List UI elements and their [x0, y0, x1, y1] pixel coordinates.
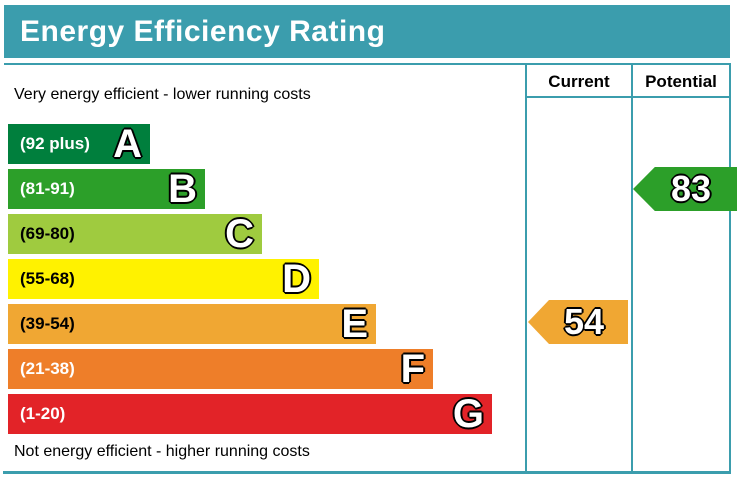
caption-very-efficient: Very energy efficient - lower running co…	[14, 86, 311, 103]
band-bar-e: (39-54) E	[8, 304, 376, 344]
table-right-border	[729, 63, 731, 474]
column-header-current: Current	[548, 72, 610, 91]
current-rating-value: 54	[563, 301, 605, 342]
band-letter-c: C	[225, 212, 254, 256]
band-bar-b: (81-91) B	[8, 169, 205, 209]
potential-rating-value: 83	[670, 168, 712, 209]
potential-rating-arrow: 83	[633, 167, 737, 211]
column-divider-middle	[631, 63, 633, 474]
band-bar-a: (92 plus) A	[8, 124, 150, 164]
band-letter-b: B	[168, 167, 197, 211]
band-letter-e: E	[341, 302, 368, 346]
band-range-c: (69-80)	[20, 224, 75, 243]
band-letter-g: G	[452, 392, 484, 436]
band-bar-c: (69-80) C	[8, 214, 262, 254]
band-letter-a: A	[113, 122, 142, 166]
band-range-a: (92 plus)	[20, 134, 90, 153]
band-range-e: (39-54)	[20, 314, 75, 333]
column-header-potential: Potential	[645, 72, 717, 91]
band-bar-g: (1-20) G	[8, 394, 492, 434]
band-range-d: (55-68)	[20, 269, 75, 288]
band-bar-d: (55-68) D	[8, 259, 319, 299]
band-letter-d: D	[282, 257, 311, 301]
band-letter-f: F	[400, 347, 425, 391]
band-range-b: (81-91)	[20, 179, 75, 198]
current-rating-arrow: 54	[528, 300, 628, 344]
table-bottom-border	[3, 471, 731, 474]
band-range-g: (1-20)	[20, 404, 66, 423]
header-underline	[525, 96, 731, 98]
chart-title: Energy Efficiency Rating	[4, 5, 730, 58]
caption-not-efficient: Not energy efficient - higher running co…	[14, 443, 310, 460]
column-divider-left	[525, 63, 527, 474]
table-top-border	[4, 63, 731, 65]
band-range-f: (21-38)	[20, 359, 75, 378]
band-bar-f: (21-38) F	[8, 349, 433, 389]
